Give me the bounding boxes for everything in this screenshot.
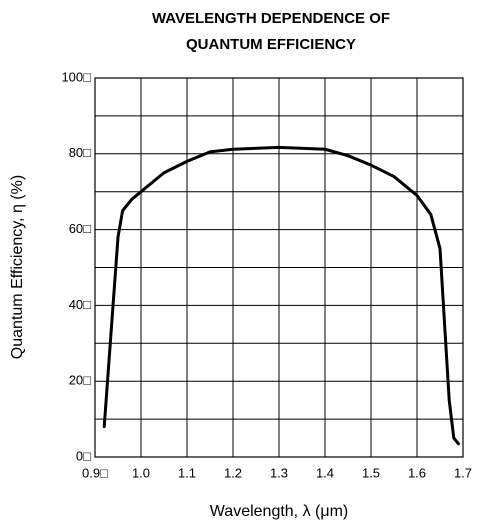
y-tick-label: 100□ <box>61 69 91 84</box>
x-tick-label: 1.0 <box>132 465 150 480</box>
y-tick-label: 0□ <box>76 448 91 463</box>
x-tick-label: 1.3 <box>270 465 288 480</box>
x-tick-label: 1.2 <box>224 465 242 480</box>
x-tick-label: 1.4 <box>316 465 334 480</box>
x-axis-label: Wavelength, λ (μm) <box>210 503 348 520</box>
chart-title: QUANTUM EFFICIENCY <box>186 36 356 53</box>
x-tick-label: 0.9□ <box>82 465 108 480</box>
x-tick-label: 1.1 <box>178 465 196 480</box>
y-tick-label: 60□ <box>69 221 91 236</box>
x-tick-label: 1.5 <box>362 465 380 480</box>
x-tick-label: 1.7 <box>454 465 472 480</box>
y-tick-label: 20□ <box>69 373 91 388</box>
chart-title: WAVELENGTH DEPENDENCE OF <box>152 10 390 27</box>
x-tick-label: 1.6 <box>408 465 426 480</box>
data-line <box>102 145 460 446</box>
y-tick-label: 80□ <box>69 145 91 160</box>
y-axis-label: Quantum Efficiency, η (%) <box>9 175 26 359</box>
y-tick-label: 40□ <box>69 297 91 312</box>
